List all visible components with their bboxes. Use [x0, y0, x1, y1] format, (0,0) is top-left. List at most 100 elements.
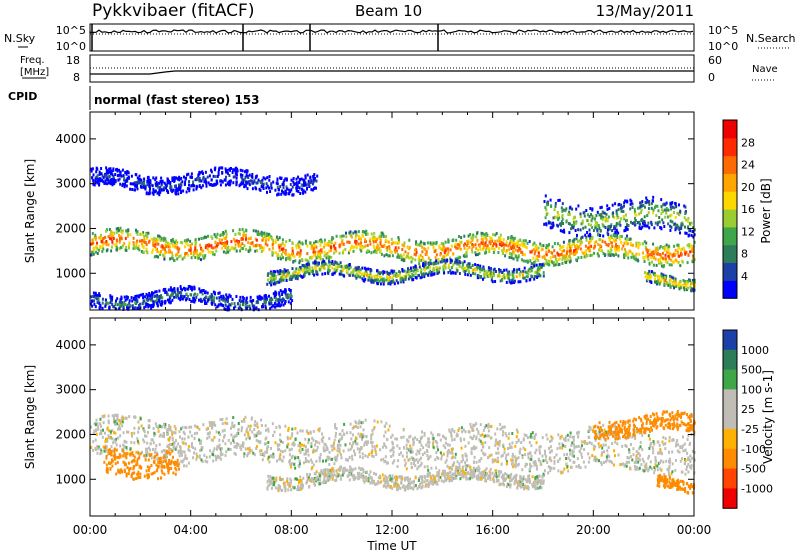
- velocity-scatter-cell: [109, 435, 112, 439]
- power-scatter-cell: [690, 288, 692, 292]
- power-scatter-cell: [267, 278, 269, 282]
- power-scatter-cell: [423, 275, 426, 279]
- power-scatter-cell: [673, 279, 676, 283]
- velocity-scatter-cell: [528, 468, 531, 471]
- power-scatter-cell: [281, 241, 284, 245]
- velocity-scatter-cell: [194, 447, 197, 451]
- power-scatter-cell: [158, 297, 161, 301]
- power-scatter-cell: [346, 265, 349, 269]
- power-scatter-cell: [284, 301, 286, 305]
- velocity-scatter-cell: [436, 445, 439, 449]
- velocity-scatter-cell: [359, 435, 362, 438]
- power-scatter-cell: [461, 266, 463, 270]
- power-scatter-cell: [537, 246, 540, 250]
- power-scatter-cell: [200, 258, 202, 262]
- noise-left-tick-bottom: 10^0: [56, 40, 86, 53]
- power-scatter-cell: [378, 246, 381, 250]
- power-scatter-cell: [574, 244, 577, 248]
- power-scatter-cell: [115, 231, 118, 235]
- power-scatter-cell: [488, 250, 491, 254]
- power-scatter-cell: [686, 279, 689, 283]
- velocity-scatter-cell: [231, 421, 234, 425]
- power-scatter-cell: [301, 242, 304, 246]
- power-scatter-cell: [483, 273, 486, 277]
- power-scatter-cell: [109, 178, 112, 182]
- power-scatter-cell: [300, 241, 302, 245]
- power-scatter-cell: [180, 176, 183, 180]
- power-scatter-cell: [580, 240, 583, 244]
- power-scatter-cell: [219, 234, 222, 237]
- power-scatter-cell: [501, 249, 504, 253]
- power-scatter-cell: [574, 247, 577, 251]
- velocity-scatter-cell: [142, 427, 145, 431]
- power-scatter-cell: [302, 264, 305, 268]
- power-scatter-cell: [614, 234, 617, 238]
- power-scatter-cell: [669, 214, 672, 218]
- power-scatter-cell: [298, 181, 301, 184]
- power-scatter-cell: [521, 253, 524, 257]
- power-scatter-cell: [248, 245, 251, 249]
- power-scatter-cell: [134, 298, 137, 302]
- power-scatter-cell: [317, 250, 320, 254]
- velocity-scatter-cell: [292, 441, 295, 445]
- power-scatter-cell: [178, 247, 181, 251]
- power-scatter-cell: [163, 246, 166, 250]
- velocity-scatter-cell: [423, 451, 426, 455]
- power-scatter-cell: [623, 201, 626, 205]
- power-scatter-cell: [327, 243, 330, 247]
- power-scatter-cell: [261, 303, 264, 307]
- power-scatter-cell: [507, 236, 510, 240]
- power-scatter-cell: [507, 244, 510, 248]
- power-colorbar-segment: [723, 226, 737, 246]
- power-scatter-cell: [272, 304, 275, 308]
- power-scatter-cell: [662, 210, 664, 214]
- power-scatter-cell: [634, 258, 637, 262]
- power-scatter-cell: [102, 247, 105, 251]
- power-scatter-cell: [428, 263, 430, 266]
- velocity-scatter-cell: [203, 453, 206, 457]
- power-scatter-cell: [156, 191, 159, 195]
- velocity-scatter-cell: [272, 452, 275, 456]
- power-scatter-cell: [602, 224, 605, 228]
- power-scatter-cell: [245, 169, 248, 173]
- velocity-scatter-cell: [682, 449, 685, 453]
- power-scatter-cell: [94, 294, 97, 298]
- power-scatter-cell: [147, 294, 150, 298]
- power-scatter-cell: [166, 241, 169, 245]
- power-scatter-cell: [471, 235, 474, 239]
- velocity-scatter-cell: [373, 445, 376, 449]
- power-scatter-cell: [244, 301, 247, 305]
- velocity-scatter-cell: [419, 436, 422, 440]
- power-scatter-cell: [147, 305, 150, 309]
- power-scatter-cell: [675, 223, 678, 227]
- power-scatter-cell: [599, 229, 602, 233]
- power-scatter-cell: [268, 236, 270, 240]
- power-scatter-cell: [145, 236, 148, 240]
- power-scatter-cell: [91, 304, 94, 308]
- power-scatter-cell: [328, 265, 331, 269]
- power-scatter-cell: [471, 245, 474, 249]
- power-scatter-cell: [464, 272, 467, 276]
- power-scatter-cell: [619, 235, 622, 238]
- power-scatter-cell: [389, 271, 392, 275]
- power-scatter-cell: [682, 246, 685, 250]
- power-scatter-cell: [125, 184, 128, 188]
- power-scatter-cell: [136, 176, 139, 180]
- power-scatter-cell: [525, 279, 528, 283]
- power-scatter-cell: [266, 184, 269, 188]
- power-scatter-cell: [227, 181, 230, 185]
- velocity-scatter-cell: [588, 429, 591, 433]
- power-scatter-cell: [277, 192, 280, 196]
- power-scatter-cell: [463, 246, 466, 250]
- power-scatter-cell: [224, 303, 227, 307]
- power-scatter-cell: [282, 256, 284, 260]
- power-scatter-cell: [523, 266, 526, 270]
- power-scatter-cell: [133, 182, 136, 186]
- power-scatter-cell: [278, 280, 281, 284]
- velocity-scatter-cell: [691, 449, 694, 453]
- power-scatter-cell: [607, 215, 610, 219]
- power-scatter-cell: [599, 249, 602, 253]
- power-scatter-cell: [402, 258, 405, 262]
- power-scatter-cell: [271, 298, 274, 302]
- power-scatter-cell: [476, 253, 479, 257]
